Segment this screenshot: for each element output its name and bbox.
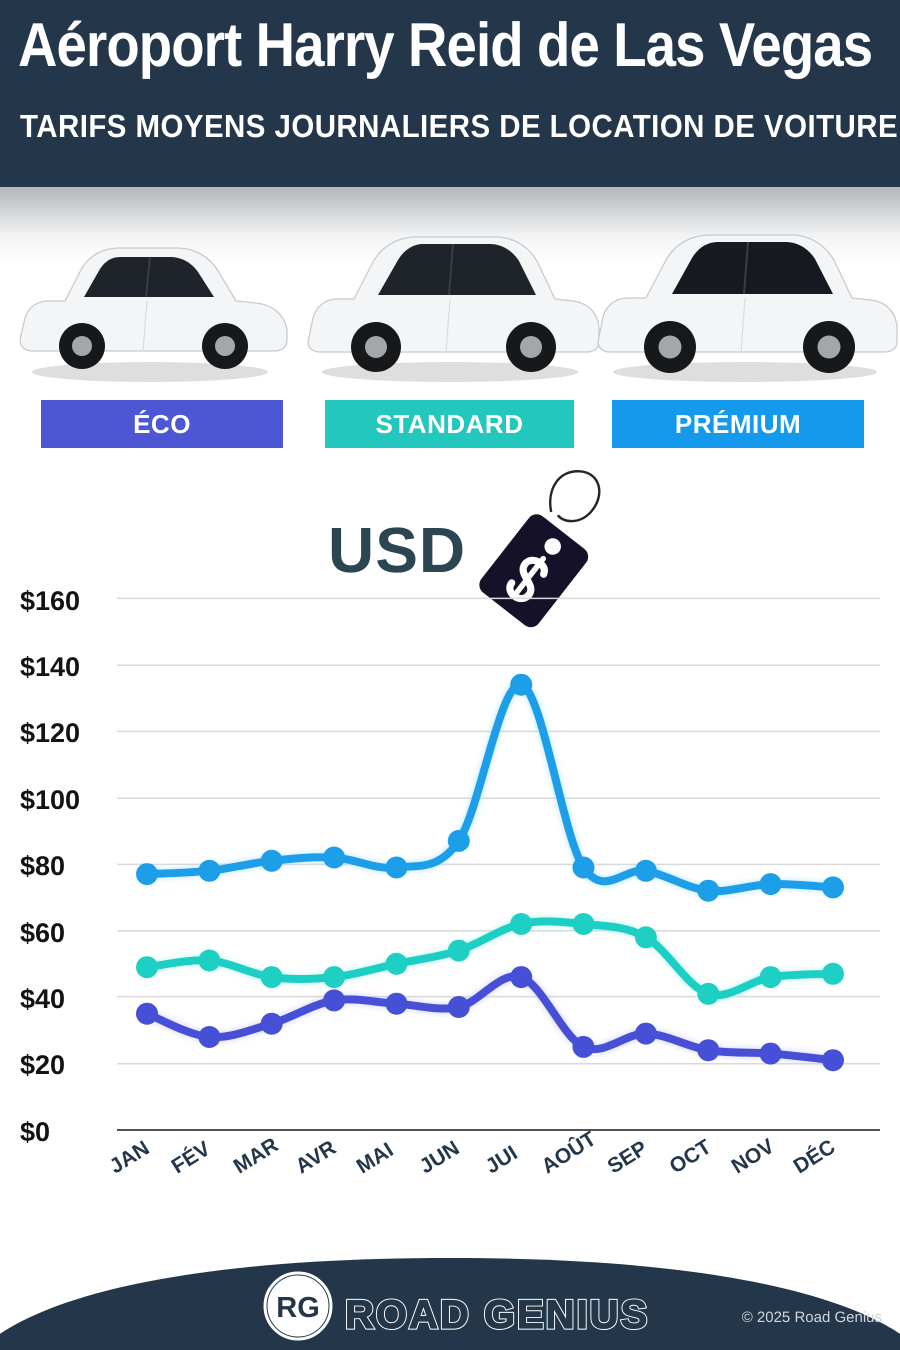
svg-text:ROAD GENIUS: ROAD GENIUS: [345, 1293, 649, 1337]
svg-text:RG: RG: [276, 1292, 320, 1324]
